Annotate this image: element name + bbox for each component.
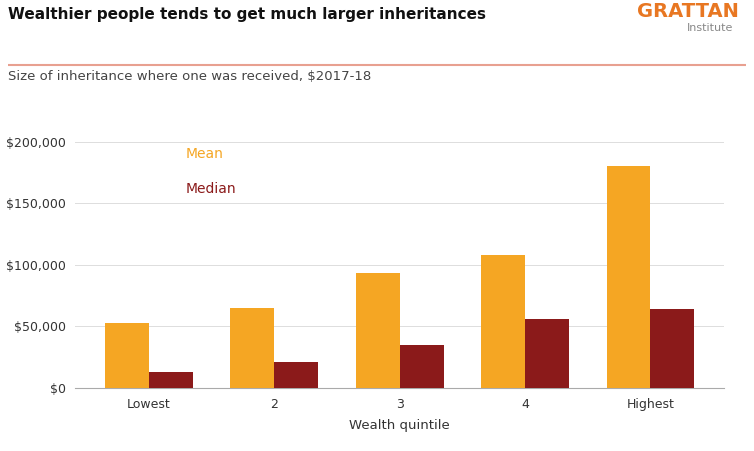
Bar xyxy=(149,372,193,388)
Bar xyxy=(651,309,694,388)
Text: Wealthier people tends to get much larger inheritances: Wealthier people tends to get much large… xyxy=(8,7,486,22)
X-axis label: Wealth quintile: Wealth quintile xyxy=(349,419,450,432)
Bar xyxy=(525,319,569,388)
Bar xyxy=(606,166,651,388)
Bar xyxy=(400,345,443,388)
Bar xyxy=(230,308,274,388)
Bar xyxy=(481,255,525,388)
Text: Median: Median xyxy=(185,182,236,196)
Text: Size of inheritance where one was received, $2017-18: Size of inheritance where one was receiv… xyxy=(8,70,371,83)
Text: GRATTAN: GRATTAN xyxy=(637,2,739,21)
Bar xyxy=(356,273,400,388)
Text: Institute: Institute xyxy=(686,23,733,33)
Bar xyxy=(105,322,149,388)
Text: Mean: Mean xyxy=(185,147,223,161)
Bar xyxy=(274,362,318,388)
